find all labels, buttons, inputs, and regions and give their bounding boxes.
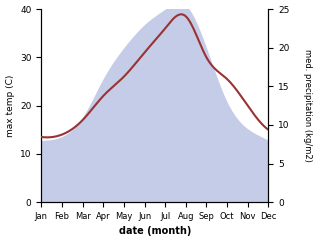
Y-axis label: med. precipitation (kg/m2): med. precipitation (kg/m2)	[303, 49, 313, 162]
X-axis label: date (month): date (month)	[119, 227, 191, 236]
Y-axis label: max temp (C): max temp (C)	[5, 75, 15, 137]
